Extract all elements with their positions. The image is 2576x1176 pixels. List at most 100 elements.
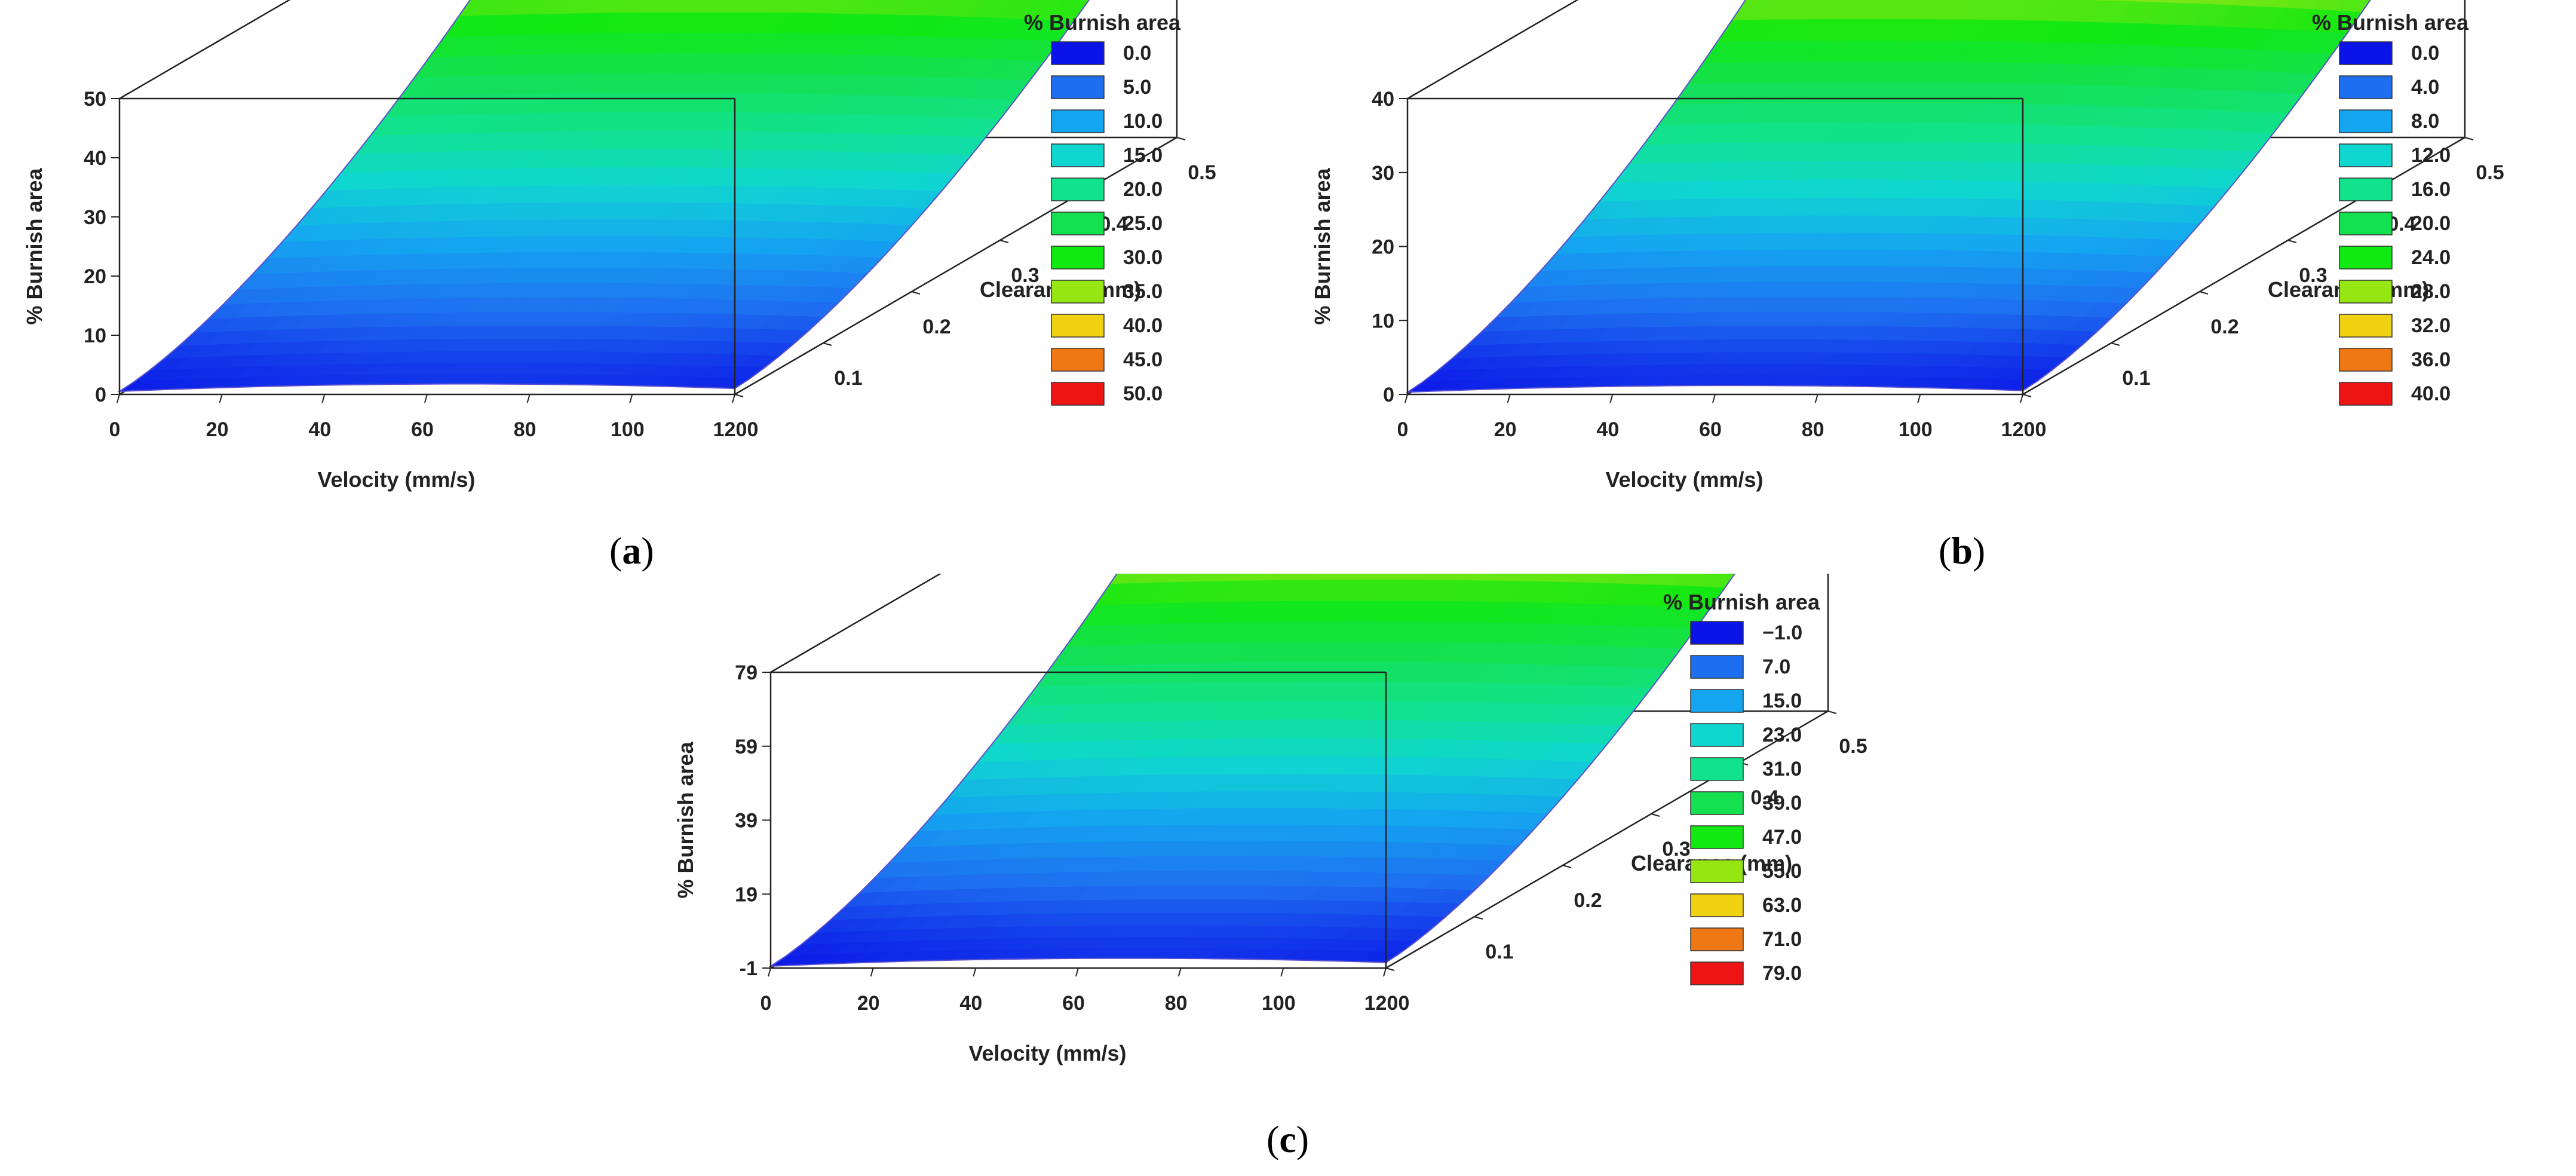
x-tick-label: 120 <box>713 418 747 441</box>
y-tick-mark <box>1562 865 1572 868</box>
legend-swatch <box>1690 689 1744 713</box>
x-tick-mark <box>424 394 428 403</box>
legend-swatch <box>1051 41 1105 65</box>
legend-swatch <box>1051 177 1105 201</box>
legend-swatch <box>1690 757 1744 781</box>
legend-swatch <box>2339 212 2393 235</box>
legend-label: 30.0 <box>1123 246 1163 269</box>
y-tick-mark <box>911 291 921 295</box>
x-tick-label: 0 <box>760 992 772 1015</box>
legend: % Burnish area −1.0 7.0 15.0 23.0 31.0 39.0 47.… <box>1663 590 1820 985</box>
z-tick-label: 30 <box>84 206 106 229</box>
legend-label: 40.0 <box>2411 382 2451 405</box>
legend: % Burnish area 0.0 5.0 10.0 15.0 20.0 25.0 30.0… <box>1024 10 1181 406</box>
legend-label: 5.0 <box>1123 76 1151 99</box>
legend-label: 12.0 <box>2411 144 2451 167</box>
legend-swatch <box>2339 41 2393 65</box>
y-tick-label: 0.1 <box>834 367 862 390</box>
legend-swatch <box>2339 246 2393 270</box>
legend-swatch <box>2339 109 2393 133</box>
z-axis-title: % Burnish area <box>673 741 698 898</box>
y-tick-mark <box>823 342 832 346</box>
legend-swatch <box>1051 280 1105 304</box>
legend-label: 20.0 <box>2411 212 2451 235</box>
y-tick-label: 0.5 <box>1188 161 1216 184</box>
y-tick-label: 0.2 <box>2210 316 2238 338</box>
y-tick-mark <box>999 240 1009 243</box>
surface-outline <box>1405 0 2371 393</box>
legend-label: 10.0 <box>1123 110 1163 133</box>
x-tick-label: 40 <box>308 418 331 441</box>
legend-label: 79.0 <box>1762 962 1802 985</box>
legend-swatch <box>2339 143 2393 167</box>
x-tick-label: 60 <box>1699 418 1722 441</box>
y-tick-mark <box>2464 137 2474 140</box>
legend-label: 23.0 <box>1762 724 1802 746</box>
legend-swatch <box>1690 791 1744 815</box>
x-tick-label: 120 <box>2001 418 2035 441</box>
x-tick-mark <box>116 394 120 403</box>
y-tick-mark <box>734 394 744 397</box>
legend-swatch <box>1051 109 1105 133</box>
z-tick-label: 0 <box>1383 384 1394 406</box>
x-tick-mark <box>1404 394 1408 403</box>
x-tick-mark <box>1712 394 1716 403</box>
y-tick-mark <box>2199 291 2209 295</box>
legend-swatch <box>2339 75 2393 99</box>
z-tick-label: 39 <box>735 810 758 832</box>
legend-label: 4.0 <box>2411 76 2439 99</box>
x-tick-mark <box>870 967 874 977</box>
legend-label: 35.0 <box>1123 280 1163 303</box>
surface-outline <box>768 574 1736 967</box>
y-tick-label: 0.1 <box>2122 367 2150 390</box>
legend-swatch <box>1690 621 1744 645</box>
y-tick-mark <box>2111 342 2120 346</box>
legend-swatch <box>1051 246 1105 270</box>
z-axis-title: % Burnish area <box>1310 167 1335 324</box>
x-tick-label: 60 <box>1062 992 1085 1015</box>
y-tick-mark <box>2022 394 2032 397</box>
x-tick-mark <box>526 394 530 403</box>
legend-swatch <box>1051 314 1105 338</box>
z-tick-label: 10 <box>84 324 106 347</box>
x-tick-mark <box>219 394 223 403</box>
x-axis-title: Velocity (mm/s) <box>1605 467 1763 492</box>
x-tick-label: 60 <box>411 418 434 441</box>
y-tick-label: 0.2 <box>1574 889 1602 912</box>
legend-label: 71.0 <box>1762 928 1802 951</box>
x-tick-label: 80 <box>514 418 536 441</box>
caption-a: (a) <box>609 529 654 572</box>
x-tick-mark <box>321 394 326 403</box>
chart-panel-a: 0 20 40 60 80 100 120 Velocity (mm/s) 0 0.1 0.2 0.3… <box>0 0 1288 526</box>
chart-panel-c: 0 20 40 60 80 100 120 Velocity (mm/s) 0 0.1 0.2 0.3… <box>597 574 1912 1100</box>
x-tick-label: 40 <box>959 992 982 1015</box>
legend-label: −1.0 <box>1762 621 1802 644</box>
x-tick-mark <box>1609 394 1614 403</box>
surface-outline <box>117 0 1090 393</box>
legend-label: 20.0 <box>1123 178 1163 201</box>
z-tick-label: 10 <box>1372 310 1394 332</box>
z-tick-label: 50 <box>84 88 106 111</box>
legend-label: 40.0 <box>1123 314 1163 337</box>
legend-swatch <box>1690 825 1744 849</box>
y-tick-label: 0.3 <box>2299 264 2327 287</box>
legend-swatch <box>2339 348 2393 372</box>
legend-label: 7.0 <box>1762 656 1790 678</box>
z-axis-ticks: 0 10 20 30 40 <box>1372 88 1407 406</box>
y-tick-label: 0.5 <box>2476 161 2504 184</box>
x-axis-title: Velocity (mm/s) <box>968 1041 1126 1065</box>
x-tick-label: 80 <box>1802 418 1824 441</box>
x-tick-label: 0 <box>1397 418 1409 441</box>
y-tick-label: 0.1 <box>1485 941 1513 963</box>
response-surface <box>117 0 1090 393</box>
x-axis-ticks: 0 20 40 60 80 100 120 <box>1397 394 2035 441</box>
legend-swatch <box>1690 961 1744 985</box>
legend-label: 36.0 <box>2411 348 2451 371</box>
x-tick-label: 40 <box>1596 418 1619 441</box>
x-tick-label: 20 <box>857 992 880 1015</box>
x-tick-mark <box>1917 394 1921 403</box>
legend-label: 15.0 <box>1762 690 1802 712</box>
y-tick-label: 0 <box>747 418 759 441</box>
